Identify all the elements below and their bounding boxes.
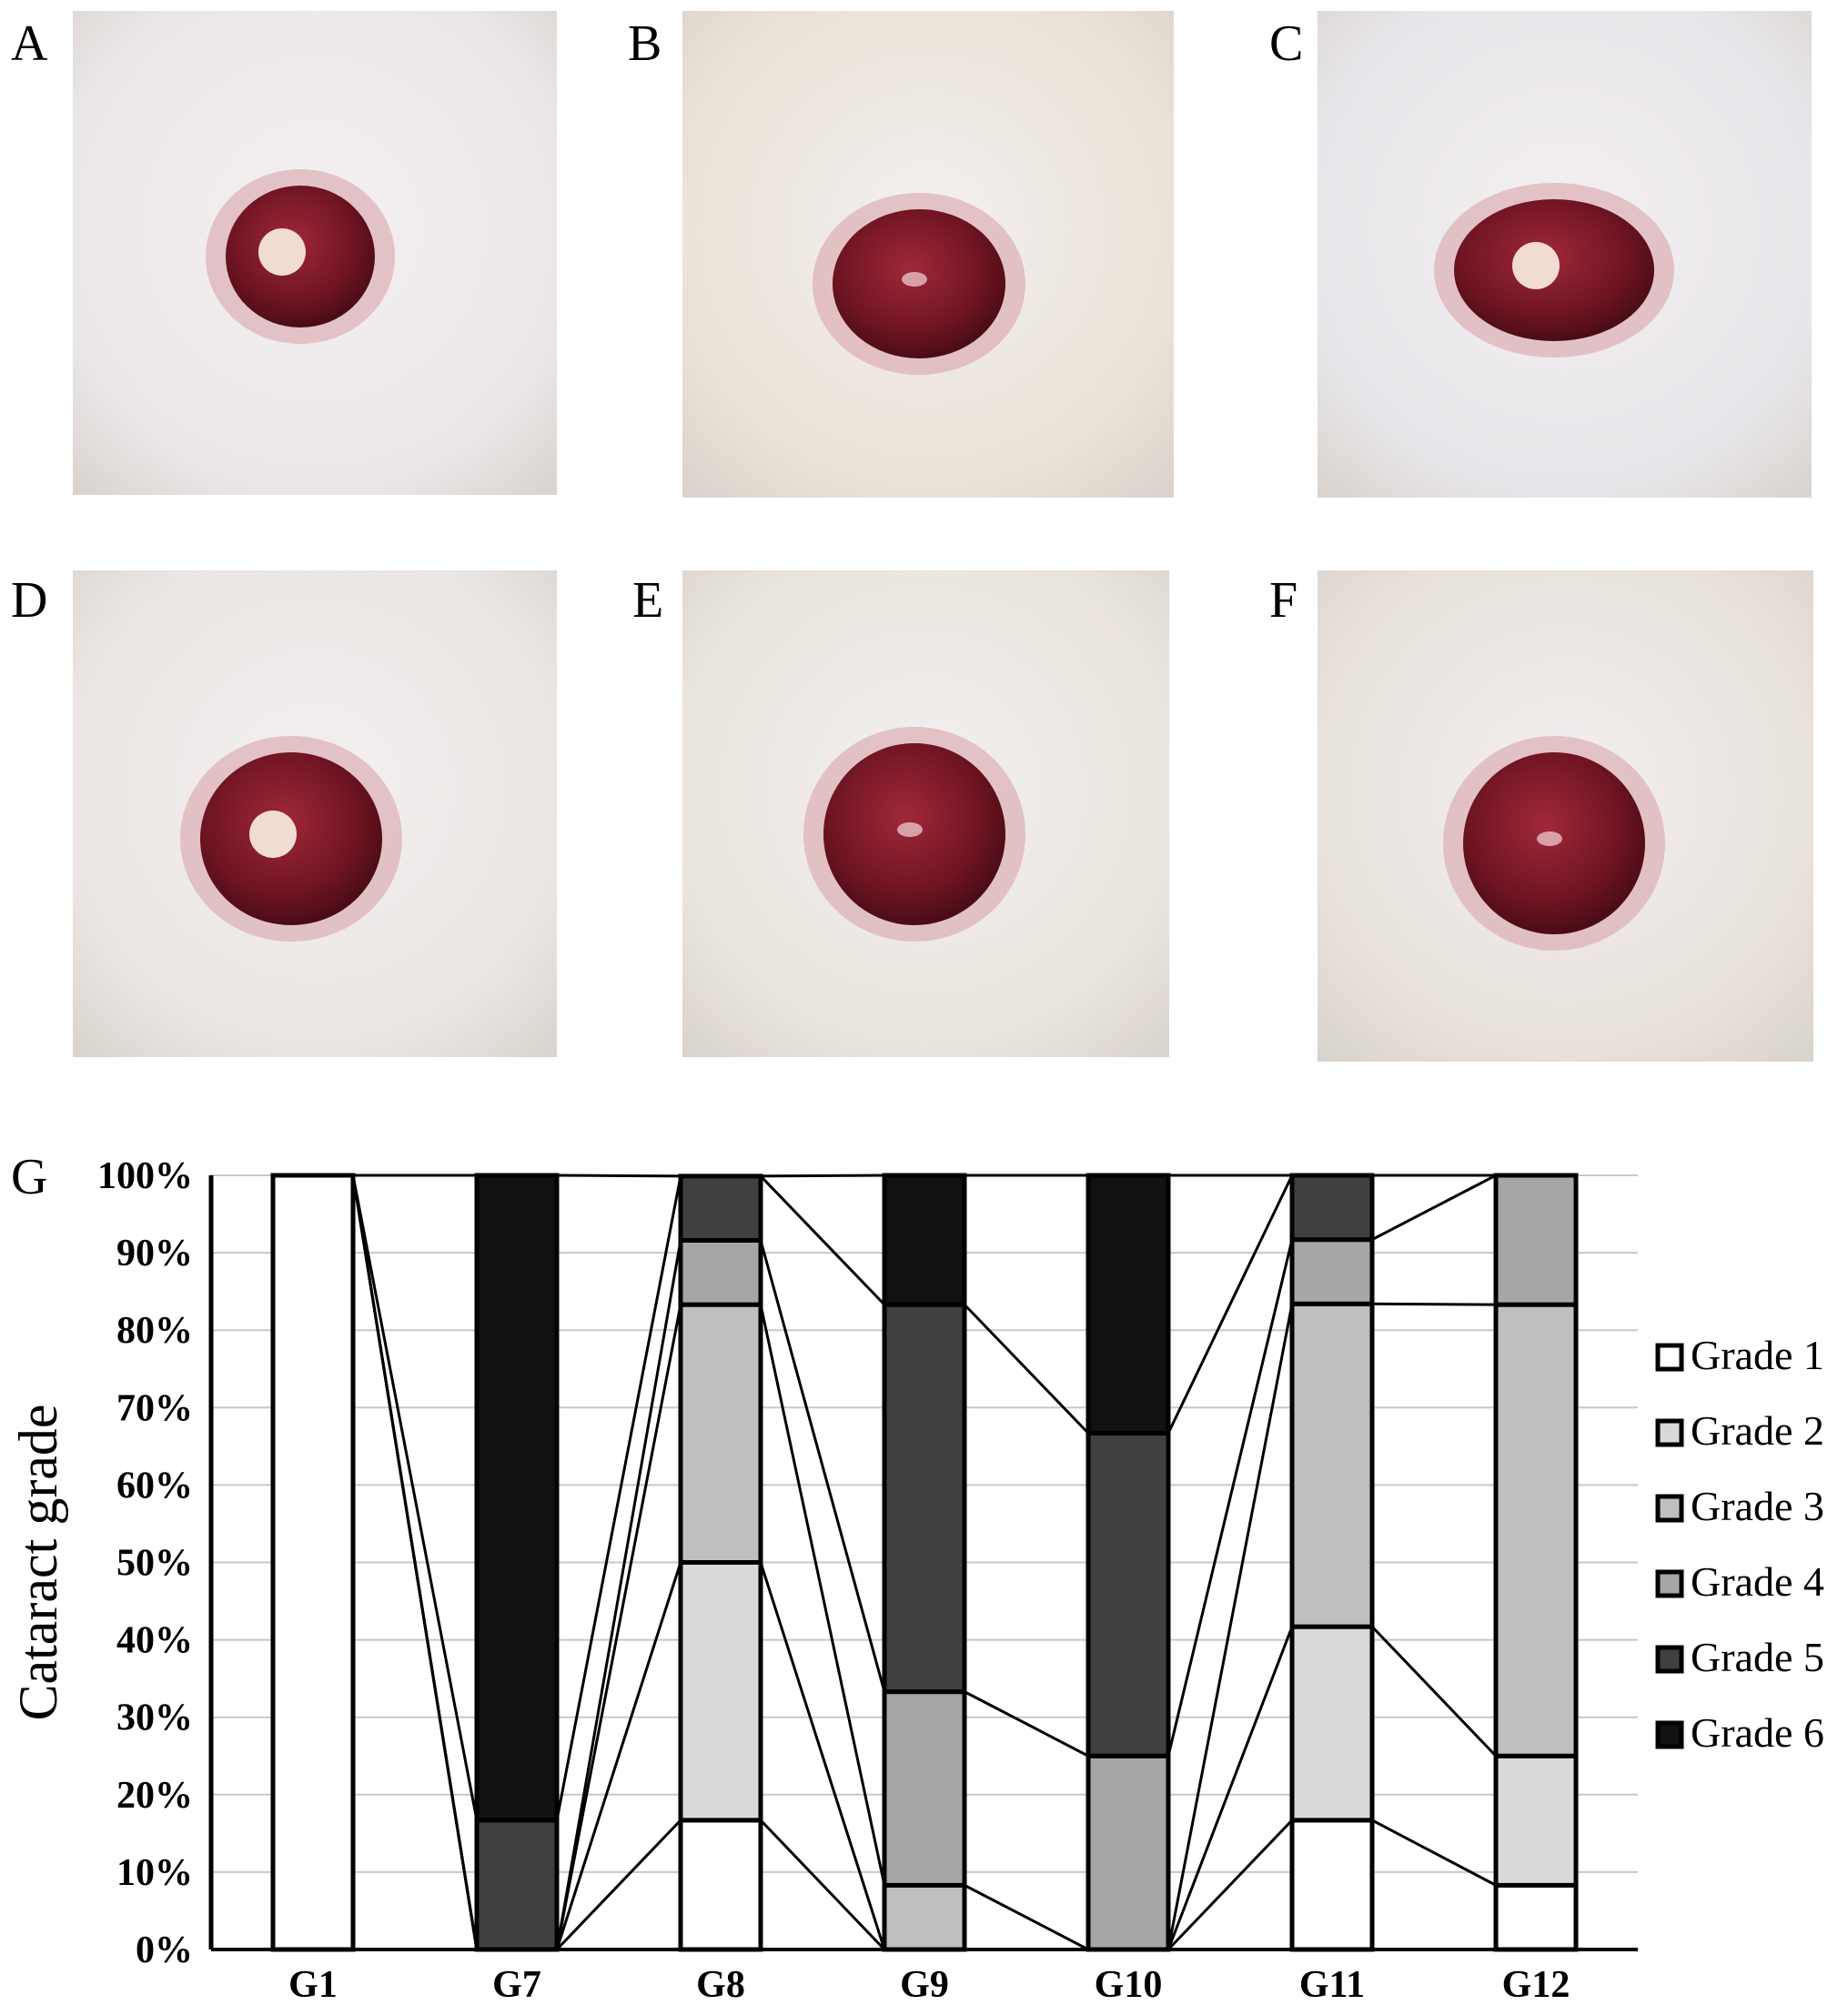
series-line: [1371, 1819, 1497, 1887]
legend-swatch: [1655, 1418, 1684, 1447]
series-line: [1371, 1174, 1497, 1241]
bar-segment: [1493, 1173, 1579, 1307]
series-line: [759, 1174, 886, 1306]
rat-eye-photo-b: [682, 11, 1174, 498]
x-category-label: G10: [1095, 1964, 1163, 2006]
series-line: [964, 1690, 1089, 1758]
series-line: [351, 1174, 479, 1821]
bar-segment: [1086, 1430, 1171, 1758]
legend-swatch: [1655, 1720, 1684, 1749]
x-category-label: G8: [696, 1964, 745, 2006]
bar-segment: [1493, 1302, 1579, 1758]
y-tick-label: 90%: [116, 1233, 193, 1274]
bar-segment: [882, 1302, 967, 1695]
rat-eye-photo-e: [682, 570, 1169, 1057]
series-line: [1166, 1626, 1294, 1950]
bar-segment: [1086, 1173, 1171, 1436]
series-line: [759, 1819, 886, 1951]
legend-label: Grade 2: [1691, 1407, 1824, 1454]
panel-label-e: E: [632, 572, 664, 629]
series-line: [1166, 1239, 1294, 1757]
panel-label-d: D: [11, 572, 48, 629]
panel-label-b: B: [628, 15, 662, 72]
series-line: [1371, 1302, 1497, 1306]
panel-label-a: A: [11, 15, 48, 72]
series-line: [555, 1819, 682, 1951]
bar-segment: [474, 1818, 560, 1952]
bar-segment: [882, 1173, 967, 1307]
bar-segment: [1086, 1753, 1171, 1952]
x-category-label: G12: [1502, 1964, 1570, 2006]
bar-segment: [678, 1560, 763, 1823]
bar-segment: [678, 1174, 763, 1243]
legend-label: Grade 5: [1691, 1634, 1824, 1680]
cataract-grade-chart: G 0% 10% 20% 30% 40% 50% 60% 70% 80% 90% 100% Catara…: [8, 1149, 1824, 2006]
legend-swatch: [1655, 1343, 1684, 1372]
panel-label-g: G: [11, 1149, 47, 1205]
y-tick-label: 30%: [116, 1698, 193, 1739]
rat-eye-photo-c: [1318, 11, 1812, 498]
bar-segment: [270, 1173, 356, 1952]
panel-label-c: C: [1269, 15, 1304, 72]
legend-label: Grade 4: [1691, 1558, 1824, 1605]
series-line: [1166, 1819, 1294, 1951]
bar-segment: [1289, 1301, 1375, 1629]
legend-swatch: [1655, 1645, 1684, 1674]
series-line: [555, 1240, 682, 1950]
bar-segment: [1289, 1173, 1375, 1243]
bar-segment: [678, 1302, 763, 1565]
x-category-label: G1: [288, 1964, 338, 2006]
y-tick-label: 40%: [116, 1620, 193, 1662]
bar-segment: [678, 1818, 763, 1952]
series-line: [556, 1174, 682, 1178]
series-line: [555, 1304, 682, 1950]
series-line: [555, 1175, 682, 1821]
bar-segment: [1289, 1237, 1375, 1306]
legend-swatch: [1655, 1494, 1684, 1523]
bar-segment: [678, 1237, 763, 1307]
legend-swatch: [1655, 1569, 1684, 1598]
series-line: [1166, 1174, 1294, 1435]
bar-segment: [1493, 1753, 1579, 1888]
y-tick-label: 100%: [97, 1155, 193, 1197]
series-line: [1370, 1626, 1498, 1758]
y-tick-label: 0%: [136, 1929, 193, 1971]
rat-eye-photo-d: [73, 570, 557, 1057]
bar-segment: [1289, 1818, 1375, 1952]
series-line: [759, 1240, 886, 1693]
panel-label-f: F: [1269, 572, 1298, 629]
rat-eye-photo-f: [1318, 570, 1813, 1062]
y-tick-label: 60%: [116, 1465, 193, 1506]
bar-segment: [1493, 1882, 1579, 1952]
bar-segment: [1289, 1624, 1375, 1823]
rat-eye-photo-a: [73, 11, 557, 495]
series-line: [760, 1174, 885, 1178]
legend-label: Grade 1: [1691, 1332, 1824, 1378]
series-line: [759, 1562, 886, 1950]
bar-segment: [882, 1689, 967, 1888]
x-category-label: G7: [492, 1964, 541, 2006]
bar-segment: [882, 1882, 967, 1952]
y-tick-label: 10%: [116, 1852, 193, 1894]
series-line: [964, 1884, 1089, 1951]
series-line: [351, 1174, 479, 1950]
series-line: [1166, 1303, 1294, 1950]
legend-label: Grade 3: [1691, 1483, 1824, 1529]
x-category-label: G11: [1299, 1964, 1365, 2006]
series-line: [759, 1304, 886, 1886]
legend-label: Grade 6: [1691, 1709, 1824, 1756]
y-tick-label: 50%: [116, 1543, 193, 1585]
y-tick-label: 80%: [116, 1310, 193, 1352]
series-line: [555, 1562, 682, 1950]
y-tick-label: 70%: [116, 1387, 193, 1429]
y-axis-title: Cataract grade: [8, 1404, 68, 1720]
x-category-label: G9: [900, 1964, 949, 2006]
series-line: [963, 1304, 1090, 1435]
bar-segment: [474, 1173, 560, 1823]
y-tick-label: 20%: [116, 1775, 193, 1817]
